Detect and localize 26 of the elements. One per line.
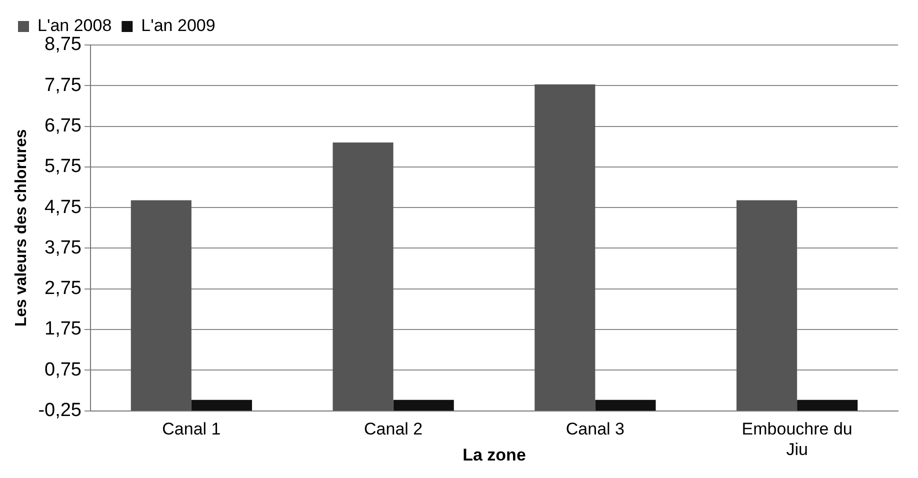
x-tick-label: Embouchre du Jiu bbox=[742, 420, 852, 460]
y-tick-label: 1,75 bbox=[44, 318, 82, 340]
legend-label: L'an 2008 bbox=[38, 16, 112, 36]
legend-label: L'an 2009 bbox=[141, 16, 216, 36]
bar bbox=[534, 84, 596, 411]
bar bbox=[130, 200, 192, 411]
y-tick-label: 2,75 bbox=[44, 278, 82, 300]
y-tick-label: 4,75 bbox=[44, 196, 82, 218]
bar bbox=[393, 400, 454, 411]
y-tick-label: 0,75 bbox=[44, 359, 82, 380]
x-tick-label: Canal 1 bbox=[162, 420, 221, 439]
y-tick-label: -0,25 bbox=[38, 400, 82, 422]
x-axis-title: La zone bbox=[462, 445, 526, 464]
y-tick-label: 7,75 bbox=[44, 74, 82, 96]
y-tick-label: 8,75 bbox=[44, 34, 82, 56]
x-tick-label: Canal 3 bbox=[566, 420, 624, 439]
bar bbox=[595, 400, 656, 411]
bar bbox=[332, 142, 394, 411]
x-tick-label: Canal 2 bbox=[364, 420, 423, 439]
bar bbox=[797, 400, 858, 411]
y-tick-label: 6,75 bbox=[44, 116, 82, 137]
bar bbox=[191, 400, 252, 411]
y-tick-label: 3,75 bbox=[44, 237, 82, 258]
y-tick-label: 5,75 bbox=[44, 156, 82, 178]
y-axis-title: Les valeurs des chlorures bbox=[13, 129, 30, 327]
bar bbox=[736, 200, 798, 411]
